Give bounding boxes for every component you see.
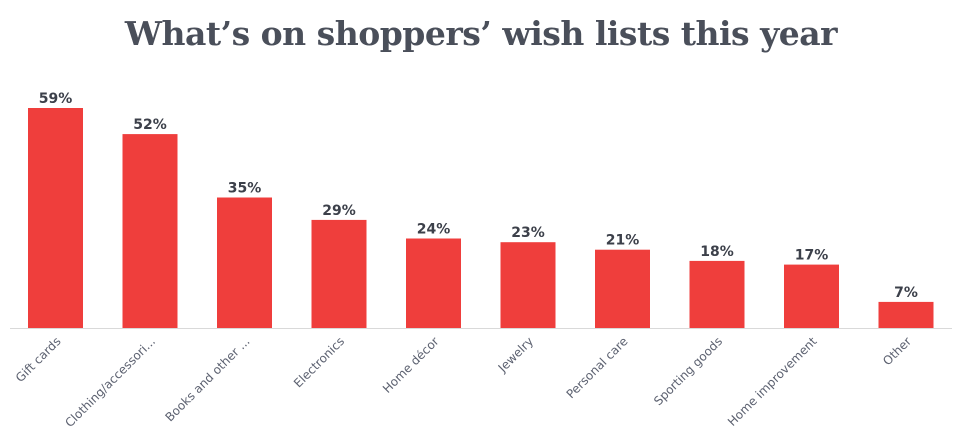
bar-1 bbox=[122, 134, 178, 328]
value-label-3: 29% bbox=[322, 203, 356, 219]
value-label-0: 59% bbox=[39, 91, 73, 107]
bar-9 bbox=[878, 301, 934, 328]
chart-title: What’s on shoppers’ wish lists this year bbox=[124, 14, 838, 53]
value-label-7: 18% bbox=[700, 244, 734, 260]
category-label-3: Electronics bbox=[291, 334, 347, 390]
bars-group bbox=[28, 108, 934, 328]
bar-7 bbox=[689, 260, 745, 328]
category-label-4: Home décor bbox=[380, 334, 442, 396]
bar-3 bbox=[311, 219, 367, 328]
bar-8 bbox=[784, 264, 839, 328]
bar-0 bbox=[28, 108, 83, 328]
value-label-1: 52% bbox=[133, 117, 167, 133]
category-label-1: Clothing/accessori... bbox=[62, 334, 158, 430]
value-label-5: 23% bbox=[511, 225, 545, 241]
category-label-5: Jewelry bbox=[495, 334, 536, 375]
value-label-2: 35% bbox=[228, 181, 262, 197]
value-label-8: 17% bbox=[795, 248, 829, 264]
bar-4 bbox=[406, 238, 461, 328]
bar-5 bbox=[500, 242, 556, 328]
category-label-0: Gift cards bbox=[13, 334, 64, 385]
category-label-8: Home improvement bbox=[725, 334, 820, 429]
category-label-2: Books and other ... bbox=[162, 334, 252, 424]
value-label-6: 21% bbox=[606, 233, 640, 249]
category-label-6: Personal care bbox=[564, 334, 631, 401]
category-label-7: Sporting goods bbox=[651, 334, 725, 408]
value-label-4: 24% bbox=[417, 222, 451, 238]
value-labels-group: 59% 52% 35% 29% 24% 23% 21% 18% 17% 7% bbox=[39, 91, 918, 301]
value-label-9: 7% bbox=[894, 285, 918, 301]
bar-6 bbox=[595, 249, 650, 328]
category-label-9: Other bbox=[880, 334, 914, 368]
bar-2 bbox=[217, 197, 272, 328]
